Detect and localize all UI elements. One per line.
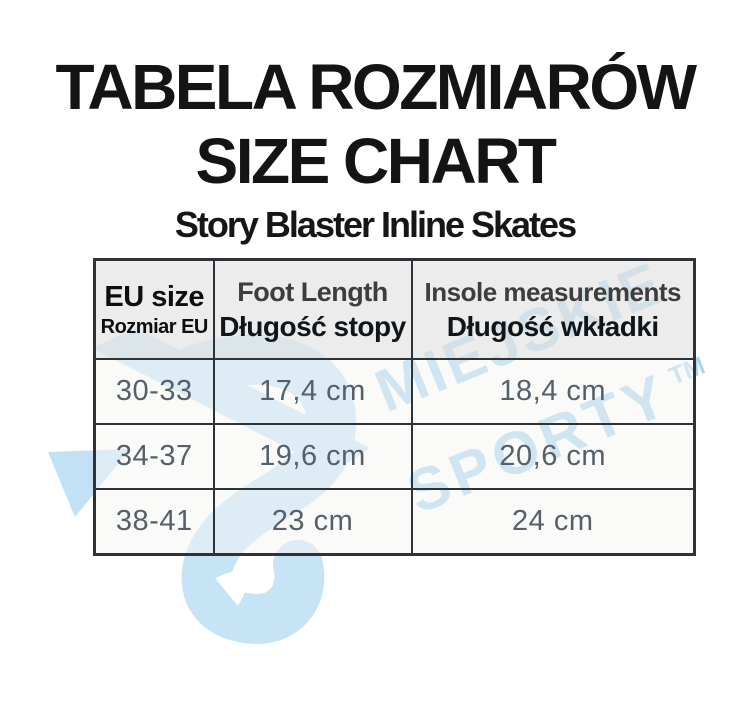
page-title-line2: SIZE CHART — [195, 125, 558, 197]
page-header: TABELA ROZMIARÓW SIZE CHART Story Blaste… — [0, 50, 750, 246]
column-header-eu-size-en: EU size — [104, 280, 205, 313]
table-row: 30-33 17,4 cm 18,4 cm — [93, 358, 696, 425]
cell-foot-length: 17,4 cm — [212, 358, 413, 425]
cell-eu-size: 38-41 — [93, 488, 215, 556]
size-table: EU size Rozmiar EU Foot Length Długość s… — [93, 258, 696, 556]
cell-insole: 24 cm — [410, 488, 696, 556]
column-header-eu-size-pl: Rozmiar EU — [100, 315, 209, 338]
column-header-eu-size: EU size Rozmiar EU — [93, 258, 215, 360]
table-row: 38-41 23 cm 24 cm — [93, 488, 696, 556]
cell-eu-size: 34-37 — [93, 423, 215, 490]
page-subtitle: Story Blaster Inline Skates — [174, 204, 577, 245]
table-row: 34-37 19,6 cm 20,6 cm — [93, 423, 696, 490]
cell-insole: 20,6 cm — [410, 423, 696, 490]
column-header-foot-length: Foot Length Długość stopy — [212, 258, 413, 360]
column-header-insole-pl: Długość wkładki — [446, 310, 659, 342]
table-header-row: EU size Rozmiar EU Foot Length Długość s… — [93, 258, 696, 360]
column-header-insole: Insole measurements Długość wkładki — [410, 258, 696, 360]
cell-foot-length: 23 cm — [212, 488, 413, 556]
page-title-line1: TABELA ROZMIARÓW — [55, 51, 698, 123]
cell-insole: 18,4 cm — [410, 358, 696, 425]
cell-eu-size: 30-33 — [93, 358, 215, 425]
cell-foot-length: 19,6 cm — [212, 423, 413, 490]
column-header-foot-length-pl: Długość stopy — [219, 310, 406, 342]
column-header-foot-length-en: Foot Length — [237, 276, 388, 307]
column-header-insole-en: Insole measurements — [424, 276, 682, 307]
